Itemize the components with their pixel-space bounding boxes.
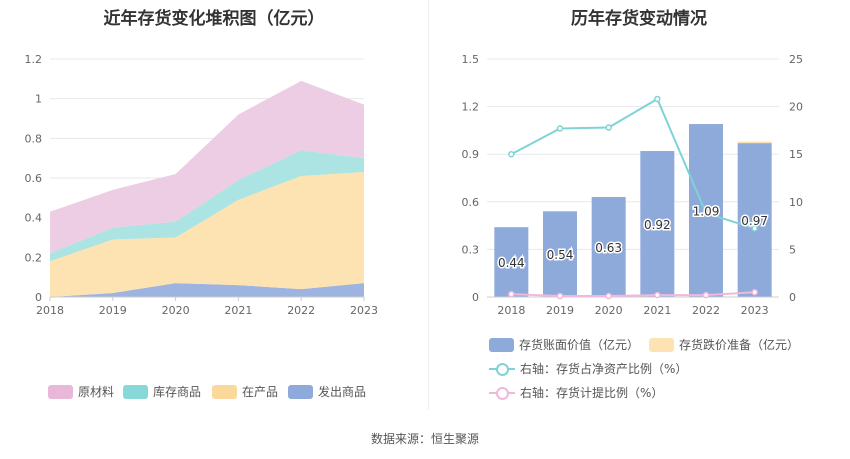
bar-data-label: 0.54 [547,248,574,262]
legend-swatch-book-value [489,337,514,352]
area-series-1 [50,172,364,297]
left-x-tick-label: 2022 [287,304,315,317]
left-y-tick-label: 0.8 [25,132,43,145]
legend-label-work-in-process: 在产品 [242,385,279,399]
bar-book-value [737,143,772,297]
bar-data-label: 0.63 [595,241,622,255]
right-left-y-tick-label: 0.6 [462,196,480,209]
legend-label-book-value: 存货账面价值（亿元） [519,338,640,352]
left-x-tick-label: 2018 [36,304,64,317]
legend-label-raw-materials: 原材料 [78,385,115,399]
line-point-0 [508,150,515,158]
bar-book-value [543,211,577,297]
panel-divider [428,0,429,410]
legend-marker-provision-ratio [489,386,515,400]
right-x-tick-label: 2019 [546,304,574,317]
bar-book-value [591,197,626,297]
left-x-tick-label: 2020 [162,304,190,317]
line-point-1 [556,292,564,300]
right-x-tick-label: 2022 [692,304,720,317]
right-right-y-tick-label: 20 [789,101,803,114]
right-x-tick-label: 2023 [741,304,769,317]
line-series-1 [511,291,755,298]
legend-item-inventory-goods[interactable]: 库存商品 [123,383,201,400]
data-source-footer: 数据来源：恒生聚源 [370,432,479,446]
left-x-tick-label: 2023 [350,304,378,317]
legend-label-goods-shipped: 发出商品 [318,385,367,399]
left-y-tick-label: 1 [35,93,42,106]
right-x-tick-label: 2018 [497,304,525,317]
left-x-tick-label: 2019 [99,304,127,317]
bar-data-label: 1.09 [693,205,720,219]
legend-item-book-value[interactable]: 存货账面价值（亿元） [489,336,639,353]
bar-book-value [640,151,675,297]
left-chart-title: 近年存货变化堆积图（亿元） [103,9,325,29]
legend-swatch-impairment [649,337,674,352]
line-point-0 [605,124,612,131]
bar-data-label: 0.44 [498,256,525,270]
right-right-y-tick-label: 10 [789,196,803,209]
legend-swatch-raw-materials [48,384,73,399]
bar-impairment [737,141,772,144]
legend-swatch-inventory-goods [123,384,148,399]
left-y-tick-label: 0 [35,291,42,304]
legend-label-inventory-goods: 库存商品 [153,385,202,399]
right-left-y-tick-label: 0.3 [462,243,480,256]
left-x-tick-label: 2021 [224,304,252,317]
bar-data-label: 0.97 [741,214,768,228]
legend-item-net-asset-ratio[interactable]: 右轴：存货占净资产比例（%） [489,360,687,377]
line-point-0 [751,225,758,232]
legend-marker-net-asset-ratio [489,362,515,376]
line-point-1 [605,292,612,300]
line-point-1 [751,288,758,296]
area-series-3 [50,80,364,254]
legend-label-net-asset-ratio: 右轴：存货占净资产比例（%） [520,362,688,376]
right-right-y-tick-label: 0 [789,291,796,304]
line-series-0 [510,97,755,230]
legend-swatch-work-in-process [212,384,237,399]
line-point-0 [654,95,661,103]
left-y-tick-label: 0.4 [25,212,43,225]
right-x-tick-label: 2021 [643,304,671,317]
line-point-1 [654,291,661,299]
line-point-0 [702,209,710,217]
bar-book-value [494,227,529,297]
left-y-tick-label: 0.6 [25,172,43,185]
legend-item-raw-materials[interactable]: 原材料 [48,383,114,400]
right-left-y-tick-label: 0 [472,291,479,304]
right-left-y-tick-label: 0.9 [462,148,480,161]
line-point-1 [702,291,710,299]
right-right-y-tick-label: 25 [789,53,803,66]
area-series-2 [50,150,364,262]
left-y-tick-label: 1.2 [25,53,43,66]
legend-swatch-goods-shipped [288,384,313,399]
legend-item-provision-ratio[interactable]: 右轴：存货计提比例（%） [489,384,663,401]
legend-item-goods-shipped[interactable]: 发出商品 [288,383,366,400]
legend-label-provision-ratio: 右轴：存货计提比例（%） [520,386,664,400]
right-right-y-tick-label: 15 [789,148,803,161]
left-y-tick-label: 0.2 [25,251,43,264]
bar-data-label: 0.92 [644,218,671,232]
area-series-0 [50,283,364,297]
line-point-1 [508,290,515,298]
line-point-0 [556,125,564,132]
right-right-y-tick-label: 5 [789,243,796,256]
right-left-y-tick-label: 1.2 [462,101,480,114]
right-x-tick-label: 2020 [595,304,623,317]
legend-item-impairment[interactable]: 存货跌价准备（亿元） [649,336,799,353]
right-left-y-tick-label: 1.5 [462,53,480,66]
legend-label-impairment: 存货跌价准备（亿元） [679,338,800,352]
right-chart-title: 历年存货变动情况 [571,9,707,29]
legend-item-work-in-process[interactable]: 在产品 [212,383,278,400]
